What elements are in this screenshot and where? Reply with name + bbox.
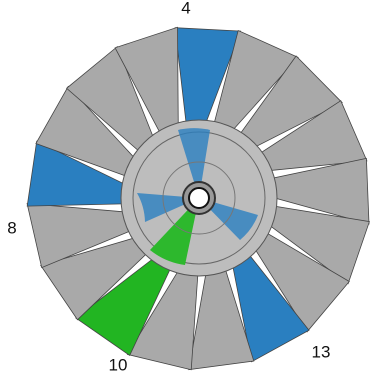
blade-label: 13 <box>312 342 331 361</box>
impeller-figure: 4 8 10 13 <box>0 0 371 382</box>
blade-label: 8 <box>7 218 16 237</box>
shaft-hole <box>189 188 209 208</box>
blade-label: 4 <box>181 0 190 17</box>
blade-label: 10 <box>109 355 128 374</box>
